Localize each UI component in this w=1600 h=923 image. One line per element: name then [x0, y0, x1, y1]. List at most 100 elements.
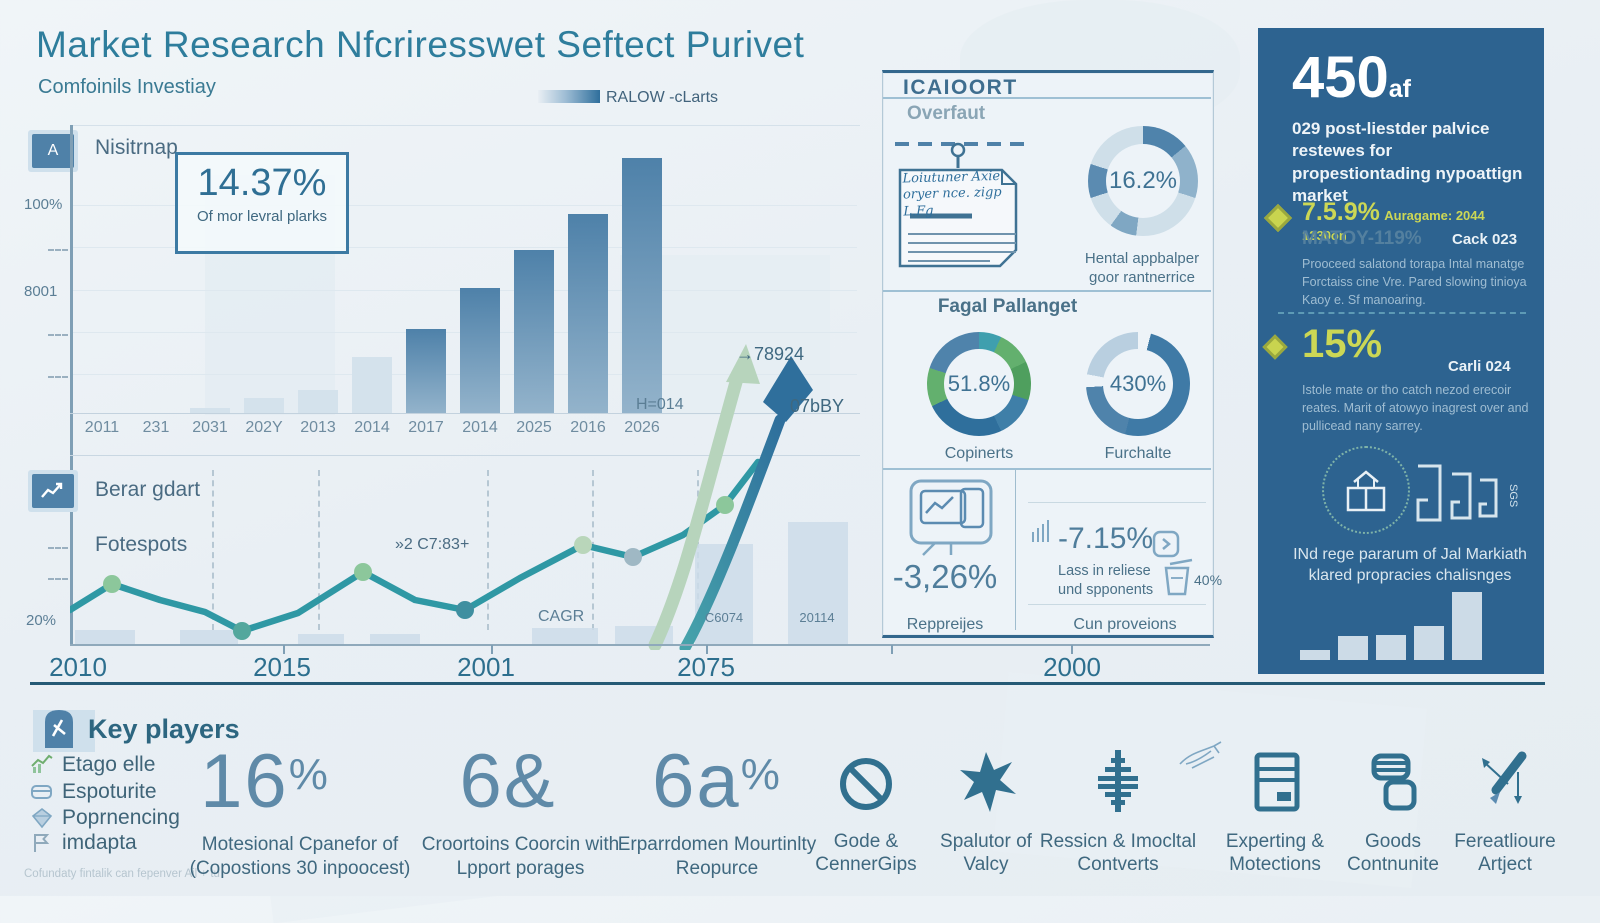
feature-caption: Fereatlioure Artject — [1454, 831, 1556, 876]
feature-caption: Ressicn & Imocltal Contverts — [1039, 831, 1197, 876]
mini-bar — [1376, 635, 1406, 660]
feature-caption: Goods Contnunite — [1347, 831, 1439, 876]
stat-number: 6& — [459, 739, 557, 824]
line-chart-icon — [32, 474, 74, 508]
trend-arrows — [648, 344, 813, 650]
svg-text:SGS: SGS — [1507, 484, 1519, 507]
dark-arrowhead-icon — [763, 356, 813, 422]
gift-building-icon — [1346, 470, 1386, 512]
x-axis-line — [70, 644, 1210, 646]
bar — [460, 288, 500, 413]
y-axis-dash — [48, 578, 68, 580]
big-stat-caption: Motesional Cpanefor of (Copostions 30 in… — [189, 834, 411, 879]
page-subtitle: Comfoinils Investiay — [38, 76, 216, 98]
y-axis-dash — [48, 547, 68, 549]
stat-right-caption: Cun proveions — [1073, 616, 1177, 633]
x-axis-label: 2015 — [253, 652, 311, 682]
decorative-line — [1028, 604, 1206, 605]
x-axis-label: 2075 — [677, 652, 735, 682]
bar-x-label: 202Y — [245, 419, 283, 436]
sidebar-headline-value: 450 — [1292, 45, 1389, 110]
feature-caption: Experting & Motections — [1225, 831, 1325, 876]
player-list-item: Espoturite — [30, 780, 157, 804]
card-icon — [31, 785, 52, 799]
sidebar-block1-right-label: Cack 023 — [1452, 231, 1518, 248]
fine-print: Cofundaty fintalik can fepenver Ail + tu — [24, 868, 220, 880]
background-bar — [788, 522, 848, 644]
sidebar-block2-body: Istole mate or tho catch nezod erecoir r… — [1302, 383, 1529, 433]
bar — [622, 158, 662, 413]
x-axis-label: 2000 — [1043, 652, 1101, 682]
bar-chart-plot-top-border — [70, 125, 860, 126]
bar-x-label: 2031 — [192, 419, 228, 436]
bird-sketch-icon — [1179, 741, 1222, 769]
background-bar — [180, 630, 238, 644]
big-stat-value: 6a% — [617, 738, 817, 825]
line-chart-label: Berar gdart — [95, 478, 201, 501]
server-icon — [1254, 752, 1300, 812]
headline-stat-caption: Of mor levral plarks — [196, 208, 328, 225]
sidebar-block2-value: 15% — [1302, 322, 1383, 366]
overview-label: Overfaut — [907, 103, 986, 124]
donut-chart-copinerts: 51.8% — [927, 332, 1031, 436]
legend-gradient-swatch — [538, 90, 600, 103]
big-stat-value: 6& — [408, 738, 608, 825]
panel-vertical-divider — [1015, 470, 1016, 630]
page-title: Market Research Nfcriresswet Seftect Pur… — [36, 24, 805, 65]
player-label: Espoturite — [62, 780, 157, 803]
legend-label: RALOW -cLarts — [606, 89, 719, 106]
no-entry-icon — [840, 758, 892, 810]
bar-x-label: 2016 — [570, 419, 606, 436]
flag-icon — [34, 834, 50, 852]
key-players-heading: Key players — [88, 714, 240, 744]
bar-x-label: 2026 — [624, 419, 660, 436]
highlight-sidebar — [1258, 28, 1544, 674]
feature-caption: Gode & CennerGips — [815, 831, 917, 876]
donut-value: 51.8% — [947, 371, 1011, 396]
line-chart-top-border — [70, 455, 860, 456]
sidebar-block1-body: Prooceed salatond torapa Intal manatge F… — [1302, 257, 1527, 307]
data-point — [624, 548, 642, 566]
panel-divider — [883, 468, 1211, 470]
key-players-icon — [45, 710, 73, 748]
donut-chart-furchalte: 430% — [1086, 332, 1190, 436]
y-axis-tick-label-top: 100% — [24, 196, 63, 213]
x-axis-tick — [891, 645, 893, 654]
line-series-label: Fotespots — [95, 533, 188, 556]
stat-left-caption: Reppreijes — [906, 616, 984, 633]
line-point-annotation: »2 C7:83+ — [395, 536, 470, 553]
sidebar-block2-right-label: Carli 024 — [1448, 358, 1511, 375]
data-point — [574, 536, 592, 554]
donut-value: 16.2% — [1108, 167, 1178, 194]
feature-caption: Spalutor of Valcy — [940, 831, 1032, 876]
mini-bar — [1300, 650, 1330, 660]
donut-caption: Furchalte — [1104, 445, 1172, 462]
stat-right-value: -7.15% — [1058, 522, 1154, 555]
x-axis-tick — [491, 645, 493, 654]
gem-icon — [31, 807, 53, 829]
stat-right-badge: 40% — [1194, 572, 1223, 588]
monitor-chart-icon — [909, 479, 993, 556]
bar — [352, 356, 392, 413]
arrow-annotation-code: 07bBY — [790, 396, 845, 416]
box-glyph-icon — [1152, 530, 1180, 558]
sidebar-mini-bar-chart — [1300, 588, 1482, 660]
decorative-line — [1028, 502, 1206, 503]
sidebar-footer-note: INd rege pararum of Jal Markiath klared … — [1293, 546, 1527, 584]
x-axis-label: 2001 — [457, 652, 515, 682]
sidebar-block1-muted-line: MATOY-119% — [1302, 228, 1422, 249]
inbar-label-2: 20114 — [799, 610, 835, 625]
donut-caption: Copinerts — [944, 445, 1014, 462]
player-list-item: Etago elle — [30, 753, 155, 777]
bar-chart-plot: 2011 231 2031 202Y 2013 2014 2017 2014 2025 2016 2… — [70, 125, 860, 436]
dashed-gridline — [318, 470, 320, 630]
section-divider — [30, 682, 1545, 685]
bar — [406, 328, 446, 413]
stat-suffix: % — [740, 750, 782, 799]
panel-divider — [883, 290, 1211, 292]
background-bar — [532, 628, 598, 644]
stat-suffix: % — [288, 750, 330, 799]
donut-value: 430% — [1109, 371, 1167, 396]
background-bar — [75, 630, 135, 644]
mini-bar — [1452, 592, 1482, 660]
